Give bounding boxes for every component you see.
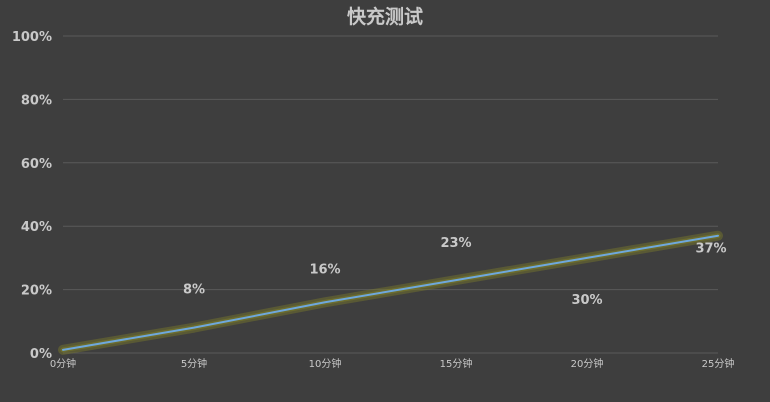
grid-lines xyxy=(63,35,718,354)
data-label: 30% xyxy=(571,293,602,308)
data-labels: 8% 16% 23% 30% 37% xyxy=(183,236,727,308)
y-tick-label: 0% xyxy=(30,347,52,362)
y-tick-label: 80% xyxy=(21,93,52,108)
x-tick-label: 20分钟 xyxy=(571,357,604,370)
x-tick-label: 25分钟 xyxy=(702,357,735,370)
chart-title: 快充测试 xyxy=(347,5,423,28)
data-label: 37% xyxy=(695,242,726,257)
data-label: 8% xyxy=(183,283,205,298)
y-tick-label: 20% xyxy=(21,284,52,299)
data-label: 23% xyxy=(440,236,471,251)
x-axis-ticks: 0分钟 5分钟 10分钟 15分钟 20分钟 25分钟 xyxy=(50,357,735,370)
x-tick-label: 5分钟 xyxy=(181,357,207,370)
series xyxy=(58,230,723,355)
y-tick-label: 100% xyxy=(12,30,52,45)
data-label: 16% xyxy=(309,262,340,277)
series-line xyxy=(62,234,719,351)
y-tick-label: 60% xyxy=(21,157,52,172)
y-tick-label: 40% xyxy=(21,220,52,235)
x-tick-label: 10分钟 xyxy=(309,357,342,370)
x-tick-label: 0分钟 xyxy=(50,357,76,370)
y-axis-ticks: 0% 20% 40% 60% 80% 100% xyxy=(12,30,52,362)
x-tick-label: 15分钟 xyxy=(440,357,473,370)
